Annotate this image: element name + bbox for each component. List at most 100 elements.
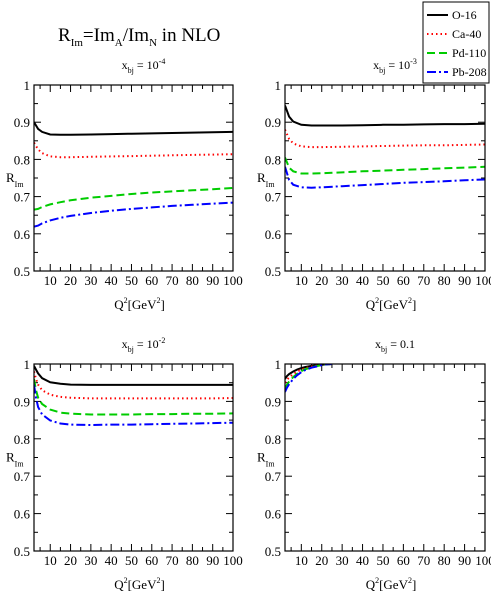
- series-ca-40: [285, 364, 332, 384]
- series-pd-110: [34, 378, 233, 416]
- x-tick-label: 40: [356, 273, 369, 288]
- y-axis-label: RIm: [6, 450, 24, 469]
- x-tick-label: 10: [44, 273, 57, 288]
- chart-panel-4: 10 20 30 40 50 60 70 80 90 100 0.5 0.6 0.7 0.8 0.9 1 xbj…: [257, 337, 491, 592]
- x-tick-label: 50: [125, 273, 138, 288]
- x-tick-label: 40: [356, 553, 369, 568]
- plot-frame: [284, 84, 486, 272]
- x-tick-label: 20: [64, 273, 77, 288]
- x-tick-label: 20: [315, 273, 328, 288]
- series-pb-208: [34, 201, 233, 228]
- x-tick-label: 20: [64, 553, 77, 568]
- panel-title: xbj = 10-2: [122, 336, 166, 354]
- y-tick-label: 0.5: [265, 264, 281, 279]
- y-tick-label: 0.8: [265, 152, 281, 167]
- legend: O-16 Ca-40 Pd-110 Pb-208: [422, 1, 490, 84]
- series-pd-110: [34, 187, 233, 211]
- y-tick-label: 0.9: [14, 115, 30, 130]
- y-tick-label: 0.9: [265, 394, 281, 409]
- x-tick-label: 30: [84, 553, 97, 568]
- x-tick-label: 50: [376, 553, 389, 568]
- y-tick-label: 0.8: [14, 152, 30, 167]
- y-tick-label: 0.7: [265, 190, 282, 205]
- series-ca-40: [285, 129, 485, 149]
- x-tick-label: 80: [186, 273, 199, 288]
- x-tick-label: 30: [84, 273, 97, 288]
- y-tick-label: 0.5: [14, 264, 30, 279]
- x-tick-label: 30: [336, 273, 349, 288]
- x-tick-label: 60: [397, 273, 410, 288]
- series-pb-208: [34, 384, 233, 427]
- y-tick-label: 0.6: [265, 227, 282, 242]
- x-tick-label: 20: [315, 553, 328, 568]
- y-axis-label: RIm: [257, 170, 275, 189]
- figure-title: RIm=ImA/ImN in NLO: [58, 25, 220, 49]
- x-tick-label: 40: [105, 553, 118, 568]
- y-tick-label: 0.8: [265, 432, 281, 447]
- series-pd-110: [285, 157, 485, 175]
- legend-label: Ca-40: [452, 27, 481, 41]
- x-axis-label: Q2[GeV2]: [366, 296, 417, 312]
- x-tick-label: 40: [105, 273, 118, 288]
- series-o-16: [285, 364, 332, 380]
- y-tick-label: 0.7: [14, 190, 31, 205]
- y-tick-label: 0.7: [14, 469, 31, 484]
- chart-panel-2: 10 20 30 40 50 60 70 80 90 100 0.5 0.6 0.7 0.8 0.9 1 xbj…: [257, 57, 491, 312]
- legend-label: O-16: [452, 8, 477, 22]
- y-tick-label: 0.9: [265, 115, 281, 130]
- x-tick-label: 60: [145, 273, 158, 288]
- series-pd-110: [285, 364, 332, 389]
- x-tick-label: 10: [295, 553, 308, 568]
- y-axis-label: RIm: [257, 450, 275, 469]
- y-tick-label: 0.5: [265, 544, 281, 559]
- series-o-16: [285, 105, 485, 127]
- x-tick-label: 70: [166, 273, 179, 288]
- panel-title: xbj = 10-4: [122, 57, 166, 75]
- x-axis-label: Q2[GeV2]: [114, 576, 165, 592]
- chart-panel-3: 10 20 30 40 50 60 70 80 90 100 0.5 0.6 0.7 0.8 0.9 1 xbj…: [6, 336, 243, 592]
- x-tick-label: 80: [438, 273, 451, 288]
- x-tick-label: 90: [206, 273, 219, 288]
- x-tick-label: 80: [438, 553, 451, 568]
- x-tick-label: 100: [223, 273, 243, 288]
- y-tick-label: 0.6: [14, 507, 31, 522]
- x-tick-label: 90: [206, 553, 219, 568]
- x-tick-label: 80: [186, 553, 199, 568]
- legend-label: Pd-110: [452, 46, 486, 60]
- panel-title: xbj = 0.1: [375, 337, 415, 354]
- series-pb-208: [285, 364, 332, 393]
- y-tick-label: 0.8: [14, 432, 30, 447]
- series-o-16: [34, 365, 233, 386]
- x-tick-label: 60: [397, 553, 410, 568]
- x-tick-label: 90: [458, 553, 471, 568]
- y-tick-label: 1: [24, 78, 31, 93]
- x-tick-label: 70: [417, 553, 430, 568]
- series-pb-208: [285, 166, 485, 189]
- series-ca-40: [34, 142, 233, 159]
- x-tick-label: 50: [125, 553, 138, 568]
- y-axis-label: RIm: [6, 170, 24, 189]
- y-tick-label: 1: [275, 78, 282, 93]
- plot-frame: [284, 363, 486, 552]
- x-tick-label: 100: [475, 553, 491, 568]
- series-o-16: [34, 121, 233, 136]
- legend-label: Pb-208: [452, 65, 487, 79]
- x-tick-label: 100: [223, 553, 243, 568]
- chart-panel-1: 10 20 30 40 50 60 70 80 90 100 0.5 0.6 0.7 0.8 0.9 1 xbj…: [6, 57, 243, 312]
- y-tick-label: 0.9: [14, 394, 30, 409]
- panel-title: xbj = 10-3: [373, 57, 417, 75]
- x-tick-label: 10: [295, 273, 308, 288]
- y-tick-label: 1: [24, 357, 31, 372]
- y-tick-label: 0.7: [265, 469, 282, 484]
- x-tick-label: 30: [336, 553, 349, 568]
- x-tick-label: 70: [166, 553, 179, 568]
- x-axis-label: Q2[GeV2]: [366, 576, 417, 592]
- y-tick-label: 1: [275, 357, 282, 372]
- x-axis-label: Q2[GeV2]: [114, 296, 165, 312]
- y-tick-label: 0.6: [265, 507, 282, 522]
- x-tick-label: 50: [376, 273, 389, 288]
- x-tick-label: 100: [475, 273, 491, 288]
- plot-frame: [33, 84, 234, 272]
- x-tick-label: 10: [44, 553, 57, 568]
